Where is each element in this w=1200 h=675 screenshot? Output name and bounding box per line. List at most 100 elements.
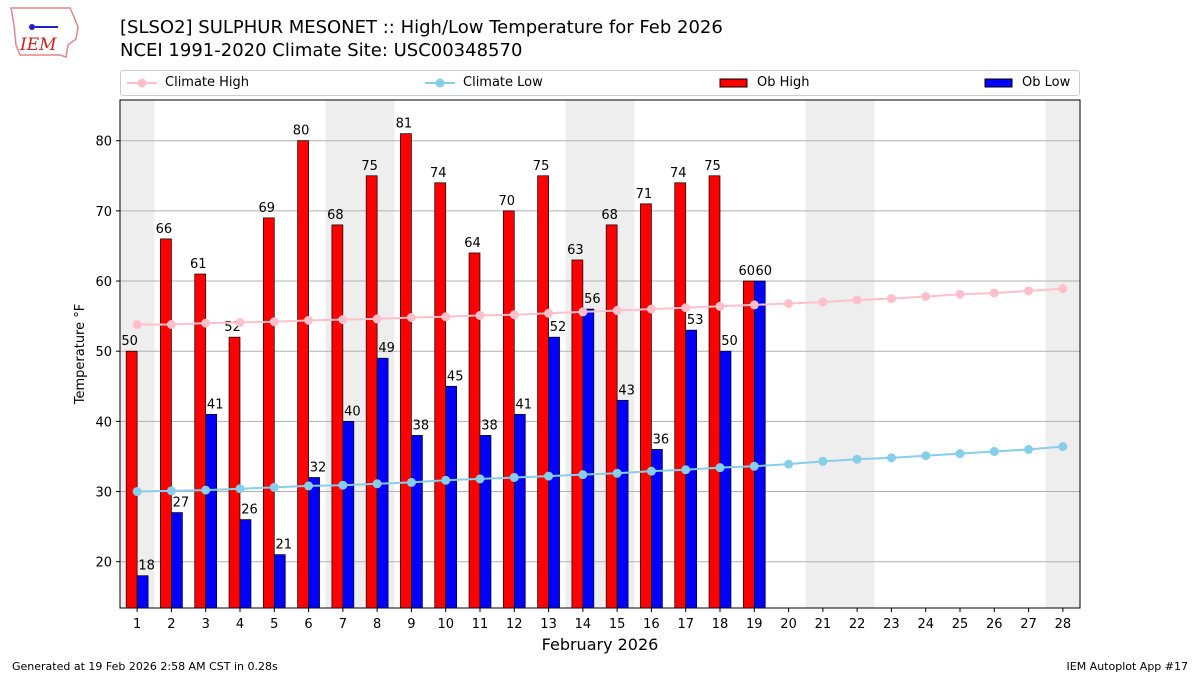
ob-high-label: 70 [499,194,516,209]
ob-low-label: 60 [755,264,772,279]
x-tick-label: 25 [952,617,969,632]
climate-high-point [955,289,965,299]
ob-high-label: 81 [396,117,413,132]
ob-high-bar [400,133,412,609]
climate-high-point [1024,286,1034,296]
weekend-shade [805,100,840,608]
climate-high-line [137,287,1063,326]
ob-high-bar [331,224,344,609]
climate-low-point [681,465,691,475]
y-tick-label: 80 [95,135,112,150]
ob-high-label: 68 [327,208,344,223]
ob-high-bar [125,350,138,609]
climate-low-point [441,475,451,485]
x-tick-label: 18 [712,617,729,632]
footer-app: IEM Autoplot App #17 [1066,660,1189,673]
ob-high-label: 71 [636,187,653,202]
ob-low-bar [445,385,458,609]
climate-low-point [201,485,211,495]
climate-high-point [441,312,451,322]
ob-high-label: 75 [704,159,721,174]
ob-high-bar [674,182,687,609]
ob-low-bar [205,413,218,609]
climate-low-point [646,466,656,476]
x-tick-label: 12 [506,617,523,632]
y-tick-label: 70 [95,205,112,220]
x-tick-label: 14 [575,617,592,632]
climate-low-point [338,480,348,490]
ob-low-label: 56 [584,292,601,307]
climate-low-point [509,472,519,482]
climate-high-point [235,317,245,327]
x-tick-label: 21 [815,617,832,632]
ob-low-bar [753,280,766,609]
climate-low-point [578,470,588,480]
climate-high-point [544,308,554,318]
x-tick-label: 20 [780,617,797,632]
ob-high-bar [434,182,447,609]
ob-high-label: 63 [567,243,584,258]
climate-high-point [578,307,588,317]
x-tick-label: 19 [746,617,763,632]
climate-low-point [921,451,931,461]
climate-low-point [612,468,622,478]
x-tick-label: 2 [167,617,175,632]
climate-high-point [749,300,759,310]
climate-low-point [749,461,759,471]
x-tick-label: 16 [643,617,660,632]
climate-high-point [818,297,828,307]
climate-low-point [1024,444,1034,454]
x-tick-label: 10 [437,617,454,632]
ob-low-label: 45 [447,369,464,384]
ob-high-label: 50 [121,334,138,349]
climate-low-point [818,456,828,466]
ob-low-bar [273,554,286,609]
ob-low-label: 43 [618,383,635,398]
weekend-shade [1045,100,1080,608]
x-tick-label: 17 [677,617,694,632]
climate-high-point [612,305,622,315]
climate-high-point [304,315,314,325]
climate-high-point [509,310,519,320]
climate-low-point [406,477,416,487]
footer-generated: Generated at 19 Feb 2026 2:58 AM CST in … [12,660,278,673]
climate-low-point [1058,442,1068,452]
y-axis-label: Temperature °F [73,304,88,405]
x-tick-label: 11 [472,617,489,632]
climate-high-point [406,313,416,323]
y-tick-label: 30 [95,486,112,501]
ob-high-bar [365,175,378,609]
ob-low-label: 21 [275,538,292,553]
legend-ob-low: Ob Low [984,75,1070,90]
climate-high-point [166,320,176,330]
ob-high-label: 61 [190,257,207,272]
ob-low-bar [479,435,492,609]
x-tick-label: 5 [270,617,278,632]
legend-climate-high: Climate High [127,75,249,90]
climate-low-line [137,445,1063,493]
ob-low-label: 27 [173,496,190,511]
ob-low-bar [239,519,252,609]
ob-high-label: 74 [670,166,687,181]
climate-high-point [475,310,485,320]
x-tick-label: 22 [849,617,866,632]
climate-high-point [921,291,931,301]
climate-high-point [989,288,999,298]
ob-low-label: 40 [344,404,361,419]
climate-high-point [372,314,382,324]
ob-high-bar [605,224,618,609]
ob-high-bar [297,140,309,609]
ob-high-label: 74 [430,166,447,181]
ob-low-label: 18 [138,559,155,574]
x-tick-label: 13 [540,617,557,632]
climate-low-point [886,453,896,463]
x-tick-label: 15 [609,617,626,632]
ob-high-label: 69 [259,201,276,216]
ob-high-bar [708,175,721,609]
ob-high-label: 60 [739,264,756,279]
ob-low-bar [513,413,526,609]
climate-high-point [132,320,142,330]
ob-low-label: 38 [413,418,430,433]
